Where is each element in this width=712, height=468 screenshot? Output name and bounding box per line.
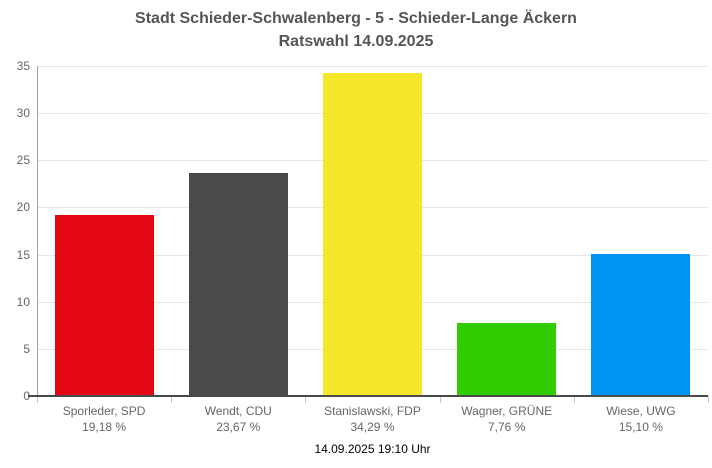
candidate-percentage: 23,67 % xyxy=(216,420,261,434)
bar-uwg[interactable] xyxy=(591,253,691,396)
x-axis-tick xyxy=(305,396,307,403)
y-axis-tick-label: 10 xyxy=(16,294,30,309)
candidate-percentage: 7,76 % xyxy=(488,420,526,434)
x-axis-tick xyxy=(171,396,173,403)
y-axis-tick-label: 0 xyxy=(23,389,30,403)
x-axis-tick xyxy=(439,396,441,403)
candidate-name: Wagner, GRÜNE xyxy=(461,404,553,418)
category-label: Sporleder, SPD 19,18 % xyxy=(37,403,171,435)
candidate-name: Wiese, UWG xyxy=(606,404,676,418)
chart-subtitle: Ratswahl 14.09.2025 xyxy=(278,33,434,50)
bar-fdp[interactable] xyxy=(323,72,422,396)
chart-title: Stadt Schieder-Schwalenberg - 5 - Schied… xyxy=(135,10,577,27)
candidate-name: Sporleder, SPD xyxy=(62,404,146,418)
y-axis-line xyxy=(37,66,38,402)
y-axis-tick-label: 25 xyxy=(16,153,30,168)
candidate-percentage: 15,10 % xyxy=(618,420,663,434)
gridline-y-35 xyxy=(37,66,708,67)
candidate-name: Wendt, CDU xyxy=(204,404,272,418)
y-axis-tick-label: 30 xyxy=(16,106,30,121)
category-label: Wendt, CDU 23,67 % xyxy=(171,403,305,435)
chart-footer: 14.09.2025 19:10 Uhr xyxy=(314,442,431,456)
y-axis-tick-label: 20 xyxy=(16,200,30,215)
x-axis-tick xyxy=(37,396,38,403)
candidate-name: Stanislawski, FDP xyxy=(324,404,421,418)
bar-cdu[interactable] xyxy=(188,172,288,396)
candidate-percentage: 34,29 % xyxy=(350,420,395,434)
category-label: Wiese, UWG 15,10 % xyxy=(574,403,708,435)
y-axis-tick-label: 15 xyxy=(16,247,30,262)
category-label: Stanislawski, FDP 34,29 % xyxy=(305,403,439,435)
bar-spd[interactable] xyxy=(54,215,154,396)
x-axis-line xyxy=(28,395,708,397)
x-axis-tick xyxy=(573,396,575,403)
category-label: Wagner, GRÜNE 7,76 % xyxy=(440,403,574,435)
candidate-percentage: 19,18 % xyxy=(82,420,127,434)
y-axis-tick-label: 5 xyxy=(23,341,30,356)
y-axis-tick-label: 35 xyxy=(16,59,30,73)
x-axis-tick xyxy=(708,396,709,403)
bar-grüne[interactable] xyxy=(457,322,557,396)
